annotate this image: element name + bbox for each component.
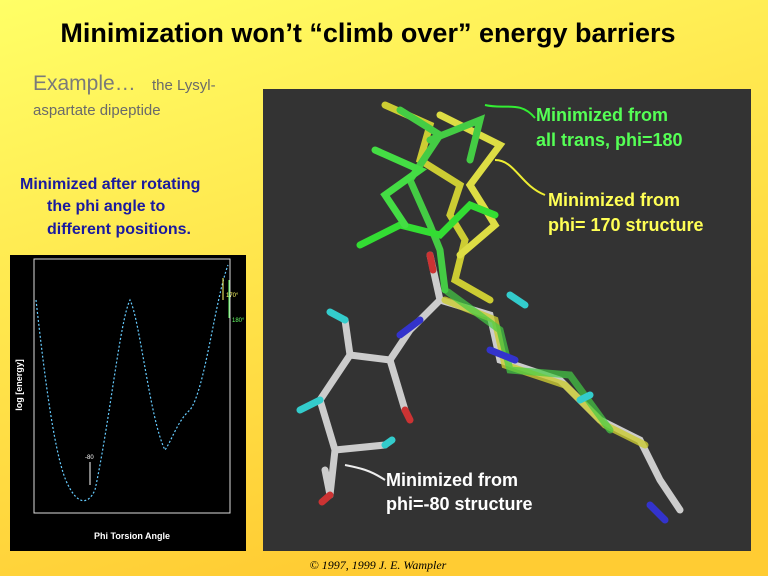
- plot-annotation: -80: [85, 455, 94, 461]
- plot-background: [10, 255, 246, 551]
- molecule-label: phi=-80 structure: [386, 494, 533, 514]
- label-arrow: [484, 104, 536, 119]
- plot-frame: [33, 258, 231, 514]
- x-axis-label: Phi Torsion Angle: [94, 531, 170, 541]
- energy-curve: [35, 264, 229, 502]
- caption: different positions.: [47, 221, 191, 238]
- molecule-label: Minimized from: [536, 105, 668, 125]
- molecule-label: Minimized from: [548, 190, 680, 210]
- molecule-label: Minimized from: [386, 470, 518, 490]
- plot-annotation: 170°: [226, 293, 239, 299]
- caption: the phi angle to: [47, 198, 165, 215]
- label-arrow: [494, 159, 546, 196]
- label-arrow: [344, 464, 386, 481]
- y-axis-label: log [energy]: [14, 359, 24, 411]
- example-lead: Example…: [33, 72, 136, 95]
- example-text: aspartate dipeptide: [33, 102, 161, 119]
- caption: Minimized after rotating: [20, 176, 200, 193]
- plot-annotation: 180°: [232, 318, 245, 324]
- title: Minimization won’t “climb over” energy b…: [60, 18, 675, 48]
- molecule-panel: Minimized from all trans, phi=180 Minimi…: [263, 89, 751, 551]
- example-text: the Lysyl-: [152, 77, 216, 94]
- molecule-label: all trans, phi=180: [536, 130, 683, 150]
- molecule-sticks: [296, 101, 684, 524]
- molecule-label: phi= 170 structure: [548, 215, 704, 235]
- energy-plot: log [energy] Phi Torsion Angle -80 170° …: [10, 255, 246, 551]
- footer: © 1997, 1999 J. E. Wampler: [310, 558, 447, 572]
